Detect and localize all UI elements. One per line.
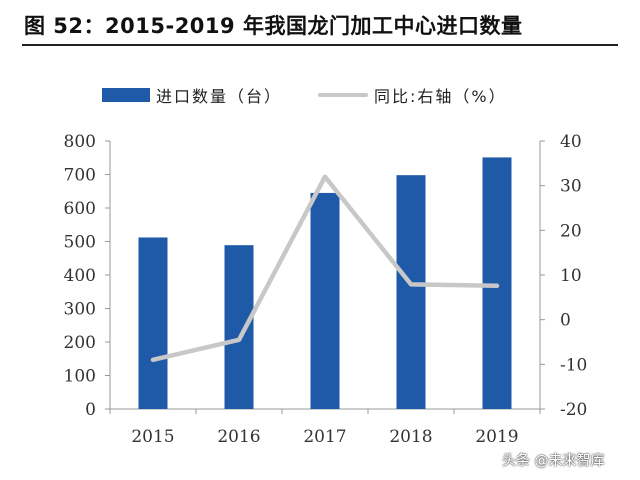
y-right-tick-label: 30 xyxy=(560,177,582,197)
title-rule xyxy=(22,44,618,46)
y-left-tick-label: 800 xyxy=(64,132,96,152)
y-left-tick-label: 300 xyxy=(64,300,96,320)
x-tick-label: 2018 xyxy=(389,427,432,447)
y-left-tick-label: 200 xyxy=(64,333,96,353)
line-series xyxy=(150,174,500,363)
bar-2019 xyxy=(482,157,512,409)
y-right-tick-label: 0 xyxy=(560,311,571,331)
bar-2018 xyxy=(396,175,426,409)
figure-title: 图 52：2015-2019 年我国龙门加工中心进口数量 xyxy=(24,14,523,38)
y-right-tick-label: 10 xyxy=(560,266,582,286)
watermark: 头条 @未来智库 xyxy=(502,453,605,469)
y-right-tick-label: 40 xyxy=(560,132,582,152)
y-right-tick-label: -10 xyxy=(560,355,587,375)
y-right-tick-label: -20 xyxy=(560,400,587,420)
y-left-tick-label: 600 xyxy=(64,199,96,219)
x-tick-label: 2017 xyxy=(303,427,346,447)
y-left-tick-label: 0 xyxy=(85,400,96,420)
y-left-tick-label: 400 xyxy=(64,266,96,286)
x-tick-label: 2019 xyxy=(475,427,518,447)
bar-2017 xyxy=(310,192,340,409)
legend-swatch-bar xyxy=(102,88,150,102)
y-left-tick-label: 500 xyxy=(64,233,96,253)
x-tick-label: 2016 xyxy=(217,427,260,447)
bar-2016 xyxy=(224,245,254,409)
legend-label-line: 同比:右轴（%） xyxy=(374,87,507,106)
bar-2015 xyxy=(138,237,168,409)
x-tick-label: 2015 xyxy=(131,427,174,447)
y-left-tick-label: 700 xyxy=(64,166,96,186)
tick-labels: 0 100 200 300 400 500 600 700 800 -20 -10 0 10 20 30 40… xyxy=(64,132,588,447)
legend-swatch-line xyxy=(318,93,369,97)
bar-series xyxy=(138,157,512,409)
chart-legend: 进口数量（台） 同比:右轴（%） xyxy=(102,84,543,106)
y-left-tick-label: 100 xyxy=(64,367,96,387)
legend-label-bar: 进口数量（台） xyxy=(156,87,283,106)
y-right-tick-label: 20 xyxy=(560,221,582,241)
